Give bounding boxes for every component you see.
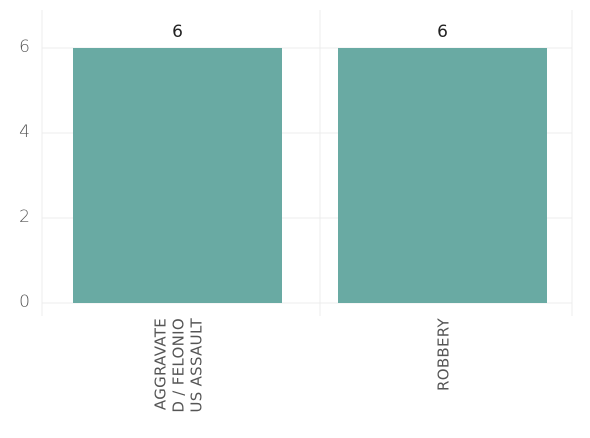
x-tick-label: ROBBERY	[435, 317, 453, 391]
data-label: 6	[437, 22, 448, 42]
y-tick-label: 4	[19, 122, 30, 142]
x-axis-labels: AGGRAVATE D / FELONIO US ASSAULT ROBBERY	[152, 317, 453, 412]
x-tick-label: AGGRAVATE	[152, 318, 170, 410]
bars	[73, 48, 547, 303]
x-tick-label: US ASSAULT	[188, 317, 206, 412]
y-tick-label: 0	[19, 292, 30, 312]
x-tick-label: D / FELONIO	[170, 318, 188, 413]
y-tick-label: 2	[19, 207, 30, 227]
y-axis-ticks: 0 2 4 6	[19, 37, 30, 312]
bar	[338, 48, 547, 303]
data-label: 6	[172, 22, 183, 42]
y-tick-label: 6	[19, 37, 30, 57]
bar	[73, 48, 282, 303]
